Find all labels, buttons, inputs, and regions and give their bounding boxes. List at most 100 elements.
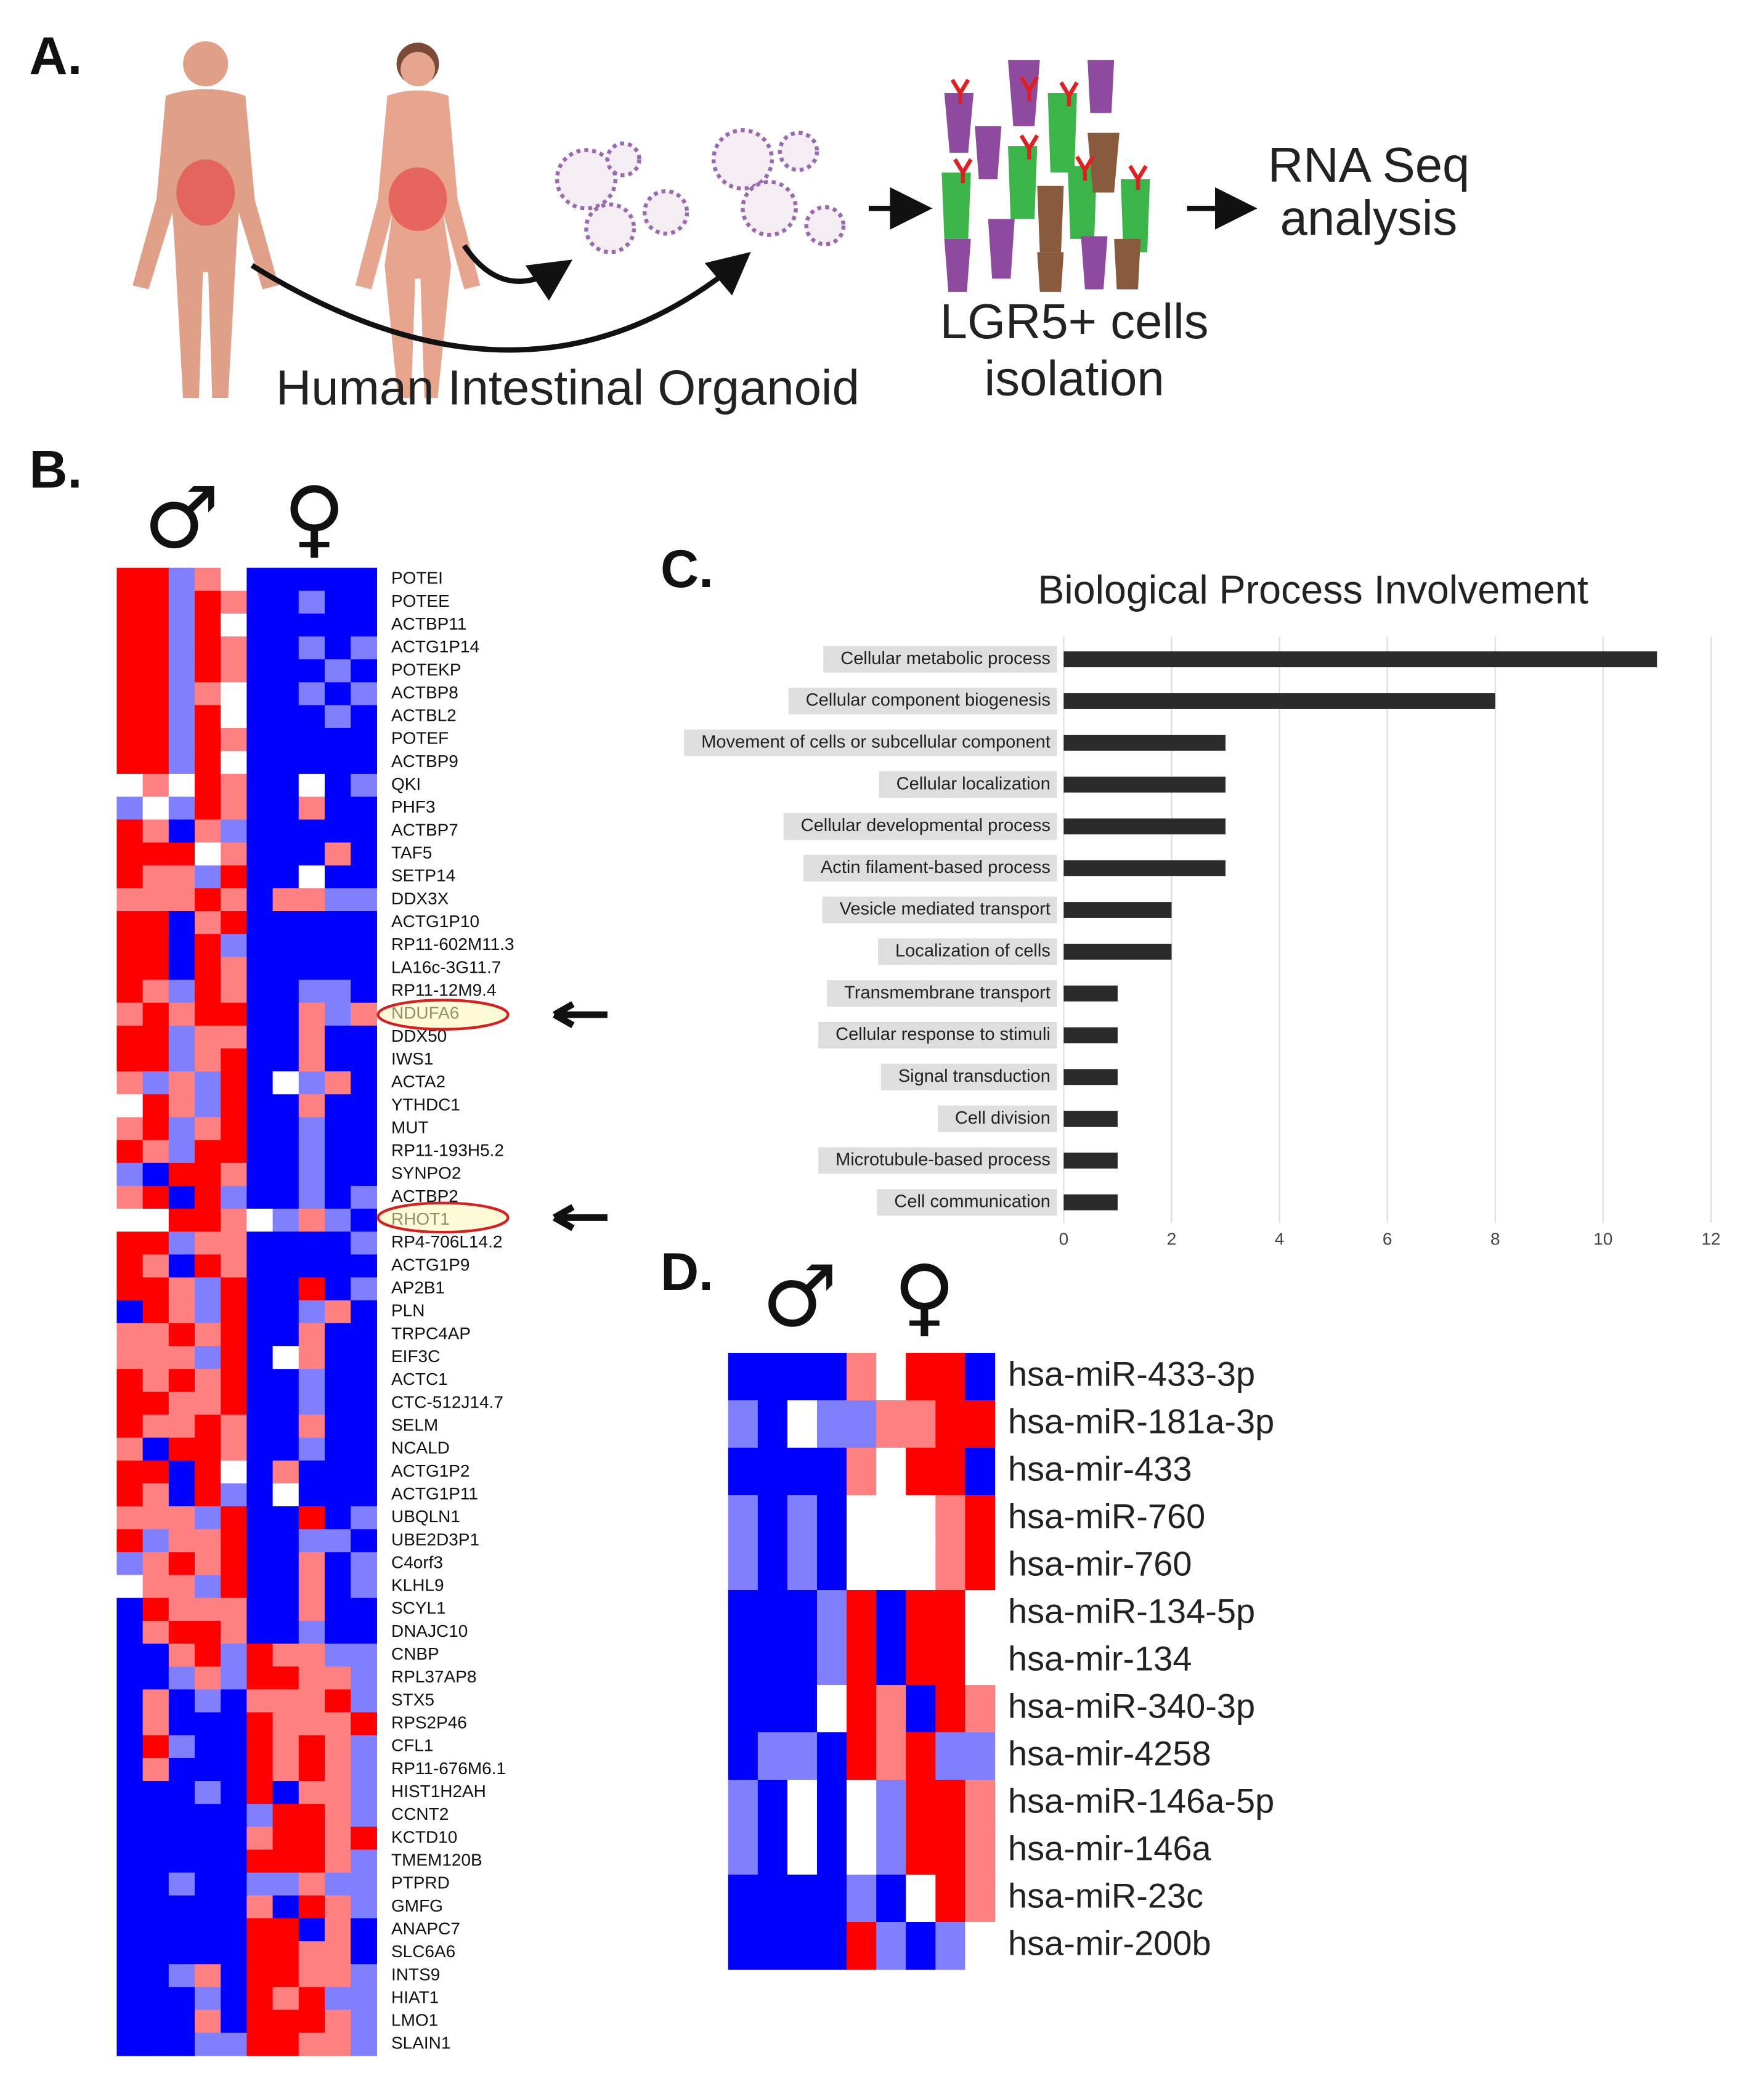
label-box	[878, 938, 1057, 965]
heat-cell	[351, 1231, 377, 1255]
heat-cell	[298, 1437, 325, 1461]
row-label: STX5	[391, 1690, 434, 1709]
heat-cell	[272, 1597, 299, 1621]
row-label: SLC6A6	[391, 1942, 455, 1961]
heat-cell	[168, 797, 195, 821]
heat-cell	[246, 2010, 274, 2034]
heat-cell	[817, 1495, 847, 1543]
heat-cell	[351, 1597, 377, 1621]
heat-cell	[787, 1685, 818, 1733]
heat-cell	[221, 1025, 248, 1049]
heat-cell	[351, 659, 377, 683]
heat-cell	[168, 1437, 195, 1461]
heat-cell	[272, 1025, 299, 1049]
heat-cell	[195, 797, 221, 821]
heat-cell	[116, 1254, 144, 1278]
heat-cell	[195, 1712, 221, 1736]
heat-cell	[168, 2010, 195, 2034]
heat-cell	[195, 1346, 221, 1369]
heatmap: hsa-miR-433-3p hsa-miR-181a-3p hsa-mir-433…	[728, 1353, 1274, 1970]
heat-cell	[142, 1666, 169, 1690]
heat-cell	[246, 1025, 274, 1049]
heat-cell	[351, 1987, 377, 2011]
heat-cell	[298, 797, 325, 821]
heat-cell	[787, 1875, 818, 1923]
heat-cell	[116, 1117, 144, 1141]
heat-cell	[847, 1400, 877, 1448]
heat-cell	[142, 1185, 169, 1209]
heat-cell	[272, 750, 299, 774]
heat-cell	[351, 1002, 377, 1026]
heat-cell	[351, 1277, 377, 1301]
heat-cell	[272, 1552, 299, 1576]
heat-cell	[351, 1849, 377, 1873]
heat-cell	[221, 1414, 248, 1438]
heat-cell	[324, 865, 351, 889]
row-label: SELM	[391, 1415, 438, 1434]
heat-cell	[116, 1231, 144, 1255]
heat-cell	[195, 1231, 221, 1255]
row-label: TMEM120B	[391, 1850, 482, 1869]
heat-cell	[142, 980, 169, 1004]
row-label: UBE2D3P1	[391, 1530, 479, 1549]
heat-cell	[847, 1732, 877, 1780]
heat-cell	[221, 1140, 248, 1164]
heat-cell	[116, 934, 144, 957]
heat-cell	[168, 2032, 195, 2056]
row-label: hsa-miR-134-5p	[1008, 1591, 1255, 1630]
heat-cell	[324, 819, 351, 843]
heat-cell	[272, 1460, 299, 1484]
heat-cell	[142, 1827, 169, 1851]
heat-cell	[221, 1323, 248, 1347]
heat-cell	[168, 911, 195, 935]
heat-cell	[168, 1346, 195, 1369]
heat-cell	[246, 567, 274, 591]
heat-cell	[168, 1529, 195, 1553]
heat-cell	[272, 567, 299, 591]
heat-cell	[246, 1758, 274, 1782]
heat-cell	[195, 888, 221, 912]
heat-cell	[246, 1277, 274, 1301]
chart-title: Biological Process Involvement	[1038, 568, 1588, 612]
heat-cell	[221, 1209, 248, 1232]
heat-cell	[324, 1941, 351, 1965]
heat-cell	[195, 1025, 221, 1049]
heat-cell	[351, 1414, 377, 1438]
heat-cell	[351, 1140, 377, 1164]
heat-cell	[298, 1987, 325, 2011]
heat-cell	[351, 1666, 377, 1690]
heat-cell	[168, 1414, 195, 1438]
heat-cell	[142, 1071, 169, 1095]
heat-cell	[298, 1597, 325, 1621]
heat-cell	[272, 1323, 299, 1347]
label-box	[803, 854, 1057, 882]
heat-cell	[351, 1895, 377, 1919]
heat-cell	[351, 590, 377, 614]
heat-cell	[351, 1209, 377, 1232]
heat-cell	[195, 2032, 221, 2056]
heat-cell	[272, 1048, 299, 1072]
heat-cell	[351, 613, 377, 637]
heat-cell	[195, 728, 221, 752]
heat-cell	[817, 1685, 847, 1733]
heat-cell	[298, 1460, 325, 1484]
heat-cell	[246, 888, 274, 912]
male-symbol: ♂	[144, 469, 219, 567]
heat-cell	[272, 1575, 299, 1599]
heat-cell	[116, 888, 144, 912]
heat-cell	[272, 705, 299, 729]
label-box	[684, 729, 1057, 756]
heat-cell	[221, 1277, 248, 1301]
row-label: C4orf3	[391, 1552, 443, 1572]
heat-cell	[168, 1575, 195, 1599]
heat-cell	[221, 1597, 248, 1621]
heat-cell	[246, 1140, 274, 1164]
heat-cell	[272, 819, 299, 843]
heat-cell	[906, 1922, 936, 1970]
heat-cell	[221, 613, 248, 637]
row-label: SETP14	[391, 866, 455, 885]
heatmap: POTEI POTEE ACTBP11 ACTG1P14 POTEKP ACTBP8 ACT…	[116, 567, 514, 2056]
heat-cell	[168, 1827, 195, 1851]
heat-cell	[142, 750, 169, 774]
row-label: DDX3X	[391, 889, 449, 908]
